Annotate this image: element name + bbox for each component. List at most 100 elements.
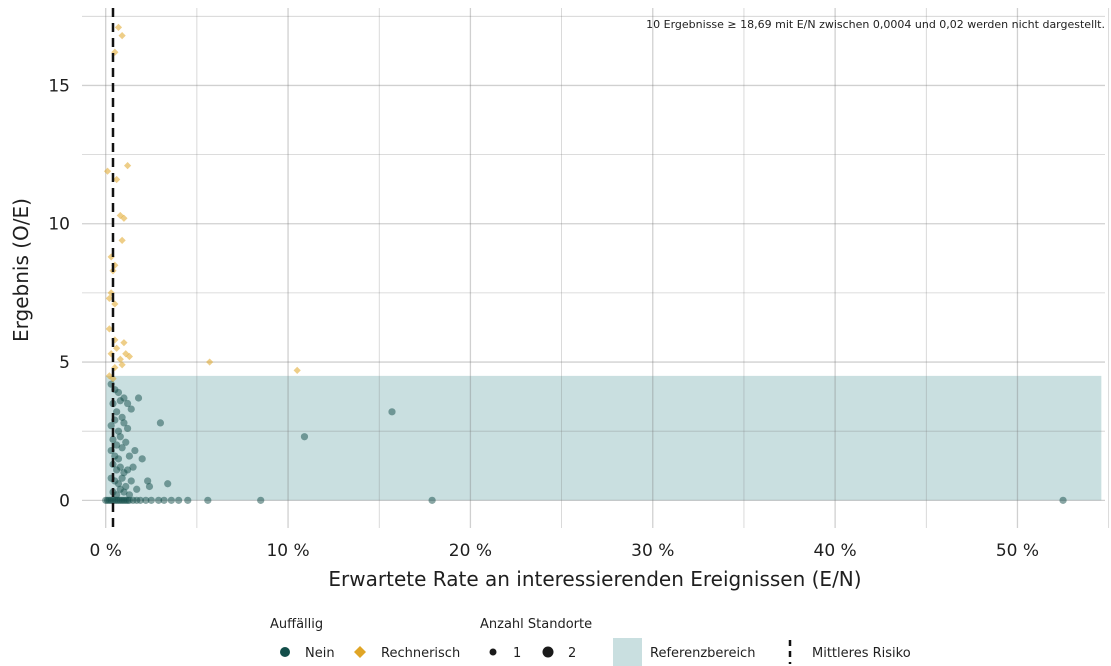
legend-rechnerisch-label: Rechnerisch — [381, 646, 460, 661]
point-nein — [125, 452, 134, 460]
point-nein — [122, 482, 130, 491]
point-nein — [109, 435, 117, 444]
point-nein — [122, 438, 130, 446]
legend-nein-marker — [280, 647, 290, 657]
legend-size-title: Anzahl Standorte — [480, 617, 592, 632]
point-rechnerisch — [113, 344, 121, 352]
point-nein — [125, 491, 134, 499]
point-rechnerisch — [114, 23, 123, 31]
legend-size-1-label: 1 — [513, 646, 521, 661]
point-nein — [118, 474, 126, 482]
point-nein — [123, 424, 132, 433]
point-nein — [118, 413, 126, 421]
point-nein — [113, 408, 121, 416]
point-nein — [123, 399, 132, 408]
point-rechnerisch — [118, 361, 126, 369]
point-nein — [164, 480, 172, 488]
y-tick-label: 5 — [59, 353, 70, 373]
point-nein — [129, 463, 137, 471]
point-nein — [116, 463, 124, 471]
point-rechnerisch — [118, 32, 126, 40]
x-axis-title: Erwartete Rate an interessierenden Ereig… — [328, 567, 861, 591]
legend-reference-label: Referenzbereich — [650, 646, 755, 661]
x-tick-label: 40 % — [814, 541, 857, 561]
point-rechnerisch — [125, 352, 134, 361]
point-nein — [428, 496, 436, 504]
point-nein — [127, 405, 135, 413]
legend-nein-label: Nein — [305, 646, 335, 661]
point-nein — [118, 444, 126, 452]
point-rechnerisch — [123, 162, 132, 170]
point-nein — [300, 433, 309, 441]
point-nein — [147, 496, 155, 504]
point-nein — [131, 446, 139, 455]
x-tick-label: 0 % — [90, 541, 122, 561]
x-tick-label: 30 % — [631, 541, 674, 561]
y-axis-title: Ergebnis (O/E) — [9, 198, 33, 342]
point-nein — [113, 441, 121, 449]
point-nein — [160, 496, 168, 504]
point-rechnerisch — [120, 339, 128, 347]
legend-size-2-marker — [542, 646, 554, 658]
point-nein — [142, 496, 150, 504]
legend-mean-label: Mittleres Risiko — [812, 646, 911, 661]
grid-layer — [82, 8, 1110, 528]
point-nein — [388, 408, 396, 416]
tick-labels-layer: 0 % 10 % 20 % 30 % 40 % 50 % 0 5 10 15 — [48, 76, 1039, 561]
point-rechnerisch — [118, 236, 126, 244]
point-nein — [120, 394, 128, 402]
point-nein — [257, 496, 265, 504]
point-rechnerisch — [116, 355, 124, 363]
y-tick-label: 10 — [48, 215, 70, 235]
point-nein — [154, 496, 163, 504]
point-nein — [113, 491, 121, 499]
point-rechnerisch — [113, 175, 121, 184]
legend-size-2-label: 2 — [568, 646, 576, 661]
point-nein — [1059, 496, 1067, 504]
point-nein — [144, 477, 152, 485]
point-rechnerisch — [111, 48, 119, 56]
legend-reference-swatch — [613, 638, 642, 666]
point-rechnerisch — [293, 366, 301, 374]
point-rechnerisch — [206, 358, 214, 366]
point-nein — [114, 388, 123, 397]
point-nein — [175, 496, 183, 504]
point-nein — [107, 422, 115, 430]
point-nein — [134, 394, 143, 402]
point-rechnerisch — [120, 214, 128, 222]
point-nein — [145, 482, 154, 491]
legend: Auffällig Nein Rechnerisch Anzahl Stando… — [270, 617, 911, 666]
point-nein — [204, 496, 212, 504]
x-tick-label: 20 % — [449, 541, 492, 561]
legend-size-1-marker — [489, 648, 497, 656]
point-nein — [136, 496, 144, 504]
reference-area-layer — [105, 375, 1102, 501]
x-tick-label: 10 % — [266, 541, 309, 561]
point-rechnerisch — [111, 261, 119, 269]
point-rechnerisch — [105, 325, 113, 333]
point-rechnerisch — [109, 375, 117, 383]
chart-annotation: 10 Ergebnisse ≥ 18,69 mit E/N zwischen 0… — [646, 18, 1105, 31]
y-tick-label: 15 — [48, 76, 70, 96]
point-rechnerisch — [111, 336, 119, 344]
point-nein — [120, 419, 128, 427]
x-tick-label: 50 % — [996, 541, 1039, 561]
point-nein — [133, 485, 141, 493]
point-nein — [156, 419, 165, 427]
point-rechnerisch — [105, 372, 113, 380]
point-nein — [116, 433, 124, 441]
point-nein — [114, 480, 123, 488]
point-nein — [138, 455, 146, 463]
legend-color-title: Auffällig — [270, 617, 323, 632]
point-nein — [120, 488, 128, 496]
reference-area — [105, 375, 1102, 501]
point-nein — [184, 496, 192, 504]
legend-rechnerisch-marker — [354, 646, 366, 658]
point-nein — [114, 427, 123, 435]
point-rechnerisch — [111, 300, 119, 308]
point-nein — [114, 455, 123, 463]
point-rechnerisch — [103, 167, 112, 175]
y-tick-label: 0 — [59, 491, 70, 511]
